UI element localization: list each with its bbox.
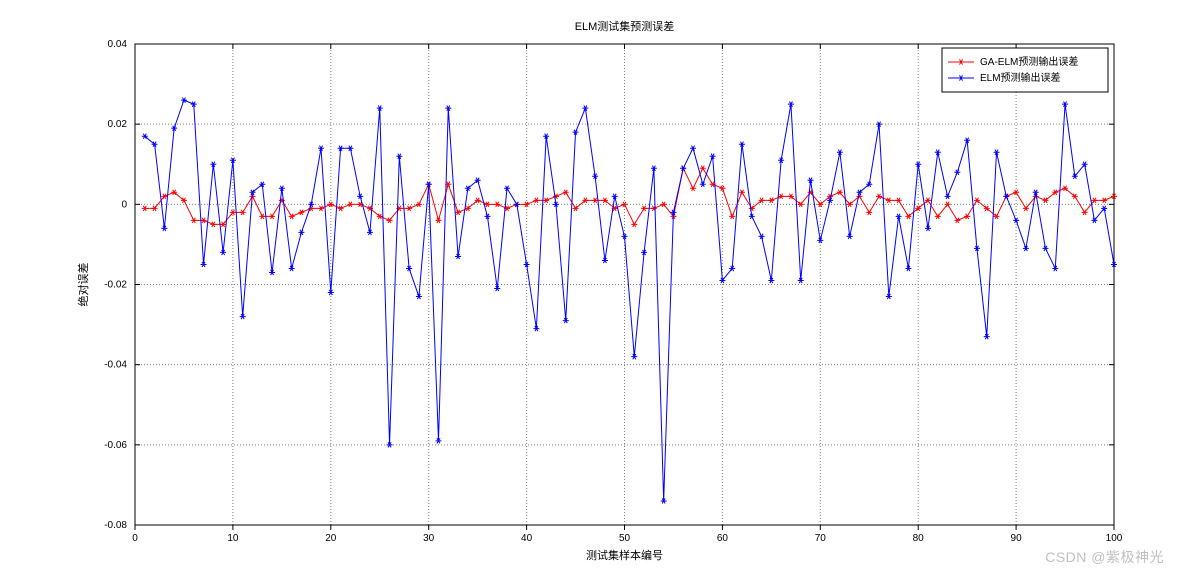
- svg-text:ELM预测输出误差: ELM预测输出误差: [980, 71, 1061, 84]
- svg-text:20: 20: [325, 533, 337, 544]
- svg-text:0: 0: [121, 199, 127, 210]
- chart-svg: 0 10 20 30 40 50 60 70 80 90 100 -0.08 -0.06 -0.04 -0.…: [0, 0, 1184, 575]
- svg-text:-0.08: -0.08: [104, 520, 127, 531]
- watermark: CSDN @紫极神光: [1045, 547, 1164, 567]
- svg-text:GA-ELM预测输出误差: GA-ELM预测输出误差: [980, 55, 1078, 68]
- svg-text:测试集样本编号: 测试集样本编号: [586, 548, 663, 562]
- svg-text:-0.02: -0.02: [104, 280, 127, 291]
- chart-container: 0 10 20 30 40 50 60 70 80 90 100 -0.08 -0.06 -0.04 -0.…: [0, 0, 1184, 575]
- svg-text:50: 50: [619, 533, 631, 544]
- svg-text:0.02: 0.02: [108, 119, 128, 130]
- svg-text:ELM测试集预测误差: ELM测试集预测误差: [575, 19, 675, 33]
- svg-text:0: 0: [132, 533, 138, 544]
- svg-text:100: 100: [1106, 533, 1123, 544]
- svg-text:-0.06: -0.06: [104, 440, 127, 451]
- svg-text:绝对误差: 绝对误差: [76, 263, 90, 307]
- svg-text:0.04: 0.04: [108, 39, 128, 50]
- svg-text:90: 90: [1011, 533, 1023, 544]
- svg-text:-0.04: -0.04: [104, 360, 127, 371]
- svg-text:80: 80: [913, 533, 925, 544]
- svg-text:60: 60: [717, 533, 729, 544]
- svg-text:30: 30: [423, 533, 435, 544]
- svg-text:10: 10: [227, 533, 239, 544]
- svg-text:70: 70: [815, 533, 827, 544]
- svg-text:40: 40: [521, 533, 533, 544]
